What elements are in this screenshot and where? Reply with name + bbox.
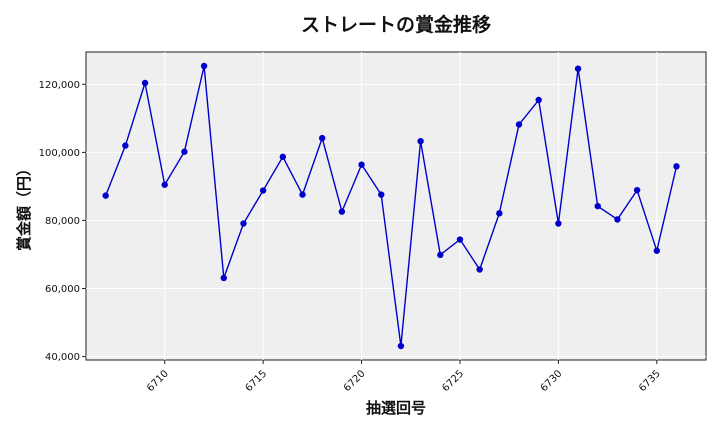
data-point bbox=[181, 148, 188, 155]
y-tick-label: 40,000 bbox=[45, 352, 80, 363]
data-point bbox=[555, 220, 562, 227]
plot-area bbox=[85, 51, 707, 361]
data-point bbox=[397, 342, 405, 350]
y-tick-label: 120,000 bbox=[39, 80, 80, 91]
y-tick-label: 100,000 bbox=[39, 148, 80, 159]
data-point bbox=[122, 142, 129, 149]
data-point bbox=[673, 163, 680, 170]
data-point bbox=[161, 181, 168, 188]
x-axis-label: 抽選回号 bbox=[366, 399, 426, 417]
data-point bbox=[102, 192, 109, 199]
data-point bbox=[476, 266, 483, 273]
y-axis-label: 賞金額（円） bbox=[15, 161, 33, 251]
data-point bbox=[437, 251, 444, 259]
data-point bbox=[299, 191, 306, 198]
data-point bbox=[535, 96, 542, 104]
data-point bbox=[220, 274, 227, 282]
data-point bbox=[259, 187, 267, 194]
data-point bbox=[614, 216, 621, 223]
data-point bbox=[496, 210, 503, 217]
data-point bbox=[338, 208, 346, 215]
y-tick-label: 80,000 bbox=[45, 216, 80, 227]
y-tick-label: 60,000 bbox=[45, 284, 80, 295]
data-point bbox=[358, 161, 365, 168]
data-points bbox=[102, 62, 680, 350]
data-point bbox=[200, 62, 208, 70]
chart-title: ストレートの賞金推移 bbox=[301, 13, 491, 36]
grid-lines bbox=[86, 52, 706, 360]
data-point bbox=[574, 65, 582, 72]
data-point bbox=[594, 202, 601, 210]
data-point bbox=[318, 134, 326, 142]
data-point bbox=[240, 220, 247, 227]
data-point bbox=[456, 236, 464, 243]
data-point bbox=[653, 247, 660, 254]
data-point bbox=[633, 186, 641, 194]
data-point bbox=[141, 79, 149, 87]
data-point bbox=[378, 191, 385, 198]
data-point bbox=[417, 137, 424, 145]
data-point bbox=[515, 121, 523, 128]
series-line bbox=[105, 65, 678, 347]
data-point bbox=[279, 153, 287, 161]
